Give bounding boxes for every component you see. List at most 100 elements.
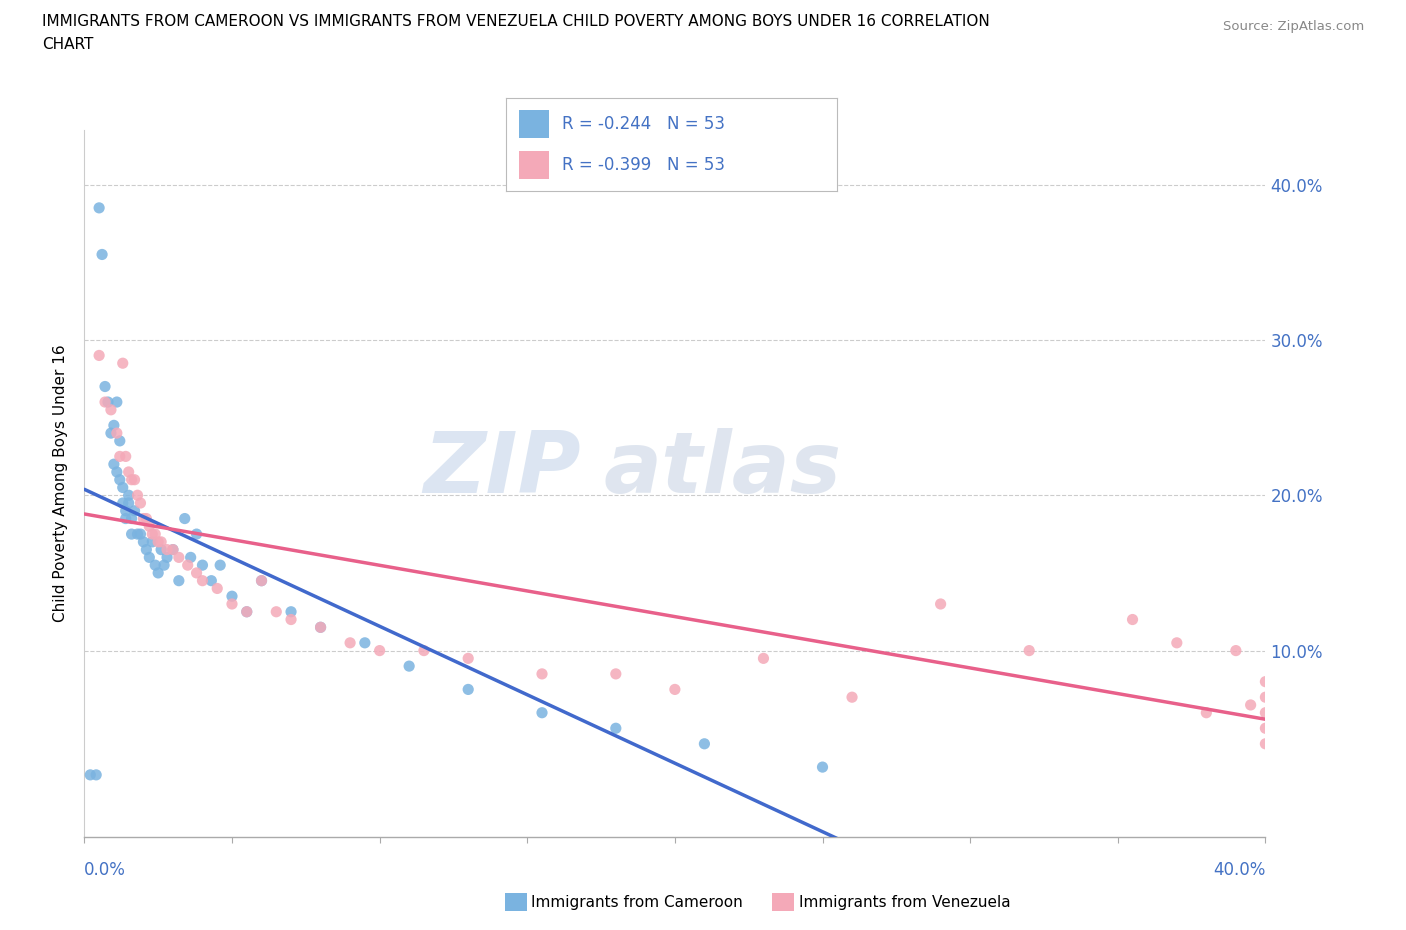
Point [1018, 644, 1040, 658]
Point [413, 644, 436, 658]
Point [250, 573, 273, 588]
Point [1240, 698, 1263, 712]
Point [148, 535, 170, 550]
Point [250, 573, 273, 588]
Point [236, 604, 259, 619]
Text: ZIP: ZIP [423, 428, 581, 511]
Point [236, 604, 259, 619]
Point [162, 542, 184, 557]
Point [135, 542, 157, 557]
Point [132, 512, 155, 526]
Point [127, 526, 149, 541]
Point [1195, 705, 1218, 720]
Point [205, 581, 228, 596]
Point [103, 418, 125, 432]
Point [108, 433, 131, 448]
Point [221, 596, 243, 611]
Point [91, 247, 114, 262]
Point [264, 604, 288, 619]
Point [167, 550, 190, 565]
Point [841, 690, 863, 705]
Point [664, 682, 686, 697]
Bar [519, 110, 550, 138]
Point [84, 767, 107, 782]
Text: 40.0%: 40.0% [1213, 860, 1265, 879]
Point [124, 503, 146, 518]
Point [309, 620, 332, 635]
Point [209, 558, 232, 573]
Point [150, 542, 173, 557]
Text: 0.0%: 0.0% [84, 860, 127, 879]
Point [118, 488, 141, 503]
Point [124, 472, 146, 487]
Point [129, 526, 152, 541]
Point [114, 512, 136, 526]
Point [111, 496, 134, 511]
Point [105, 394, 128, 409]
Point [97, 394, 120, 409]
Point [530, 667, 553, 682]
Point [929, 596, 952, 611]
Point [167, 573, 190, 588]
Y-axis label: Child Poverty Among Boys Under 16: Child Poverty Among Boys Under 16 [53, 345, 69, 622]
Text: R = -0.399   N = 53: R = -0.399 N = 53 [562, 155, 725, 174]
Point [605, 667, 627, 682]
Point [138, 550, 160, 565]
Point [148, 565, 170, 580]
Point [1122, 612, 1144, 627]
Point [105, 426, 128, 441]
Point [156, 542, 179, 557]
Point [141, 535, 163, 550]
Point [280, 604, 302, 619]
Point [108, 472, 131, 487]
Point [143, 558, 166, 573]
Point [221, 589, 243, 604]
Text: IMMIGRANTS FROM CAMEROON VS IMMIGRANTS FROM VENEZUELA CHILD POVERTY AMONG BOYS U: IMMIGRANTS FROM CAMEROON VS IMMIGRANTS F… [42, 14, 990, 29]
Point [1254, 705, 1277, 720]
Point [200, 573, 222, 588]
Point [693, 737, 716, 751]
Point [132, 535, 155, 550]
Point [135, 512, 157, 526]
Point [94, 379, 117, 394]
Point [121, 512, 143, 526]
Bar [519, 151, 550, 179]
Point [191, 558, 214, 573]
Point [1254, 737, 1277, 751]
Point [111, 480, 134, 495]
Point [79, 767, 101, 782]
Point [127, 488, 149, 503]
Point [1225, 644, 1247, 658]
Point [100, 426, 122, 441]
Point [1254, 721, 1277, 736]
Text: Immigrants from Cameroon: Immigrants from Cameroon [531, 895, 744, 910]
Point [100, 403, 122, 418]
Text: CHART: CHART [42, 37, 94, 52]
Point [180, 550, 202, 565]
Point [457, 651, 479, 666]
Point [811, 760, 834, 775]
Point [89, 348, 111, 363]
Point [309, 620, 332, 635]
Point [118, 464, 141, 479]
Point [186, 565, 208, 580]
Point [605, 721, 627, 736]
Point [89, 201, 111, 216]
Point [150, 535, 173, 550]
Point [280, 612, 302, 627]
Point [156, 550, 179, 565]
Point [530, 705, 553, 720]
Point [177, 558, 200, 573]
Point [153, 558, 176, 573]
Point [162, 542, 184, 557]
Point [114, 449, 136, 464]
Point [752, 651, 775, 666]
Point [118, 496, 141, 511]
Point [141, 526, 163, 541]
Point [111, 356, 134, 371]
Point [138, 519, 160, 534]
Point [1254, 690, 1277, 705]
Point [121, 472, 143, 487]
Text: R = -0.244   N = 53: R = -0.244 N = 53 [562, 114, 725, 133]
Point [339, 635, 361, 650]
